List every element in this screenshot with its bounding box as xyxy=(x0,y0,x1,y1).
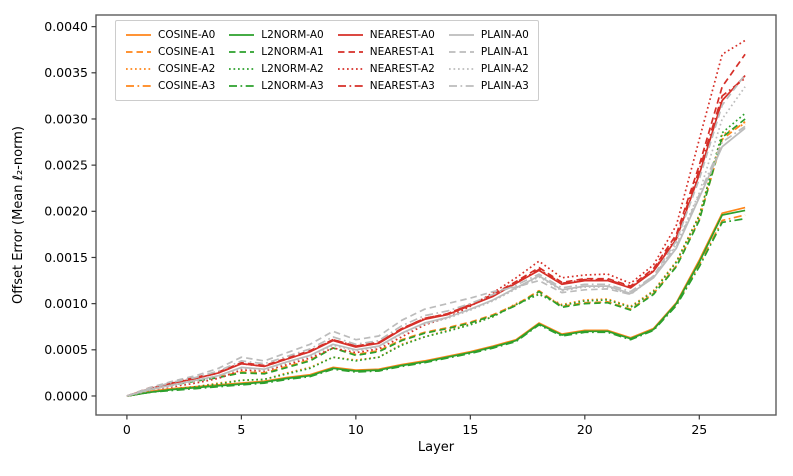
series-line-l2norm-a3 xyxy=(126,217,746,397)
series-line-plain-a3 xyxy=(126,125,746,397)
legend-label: PLAIN-A1 xyxy=(480,46,529,58)
y-tick-label: 0.0000 xyxy=(44,388,88,403)
x-tick-label: 15 xyxy=(462,422,478,437)
plot-frame xyxy=(95,14,777,416)
x-axis-label: Layer xyxy=(417,440,455,455)
legend-column: PLAIN-A0 PLAIN-A1 PLAIN-A2 PLAIN-A3 xyxy=(448,27,529,94)
legend-line-sample xyxy=(229,34,255,36)
series-line-cosine-a3 xyxy=(126,214,746,397)
series-line-cosine-a1 xyxy=(126,121,746,397)
legend-item-nearest-a1: NEAREST-A1 xyxy=(337,44,435,60)
series-line-plain-a0 xyxy=(126,127,746,397)
legend-line-sample xyxy=(126,85,151,87)
x-tick-label: 10 xyxy=(348,422,364,437)
y-axis-label: Offset Error (Mean ℓ₂-norm) xyxy=(11,126,26,304)
x-tick-label: 20 xyxy=(577,422,593,437)
legend-label: COSINE-A0 xyxy=(158,29,216,41)
y-tick-label: 0.0005 xyxy=(44,342,88,357)
legend-column: NEAREST-A0 NEAREST-A1 NEAREST-A2 NEAREST-A3 xyxy=(337,27,435,94)
legend-item-cosine-a3: COSINE-A3 xyxy=(125,78,215,94)
legend-label: NEAREST-A3 xyxy=(369,80,435,92)
legend-label: NEAREST-A1 xyxy=(369,46,435,58)
legend-line-sample xyxy=(448,68,474,70)
series-line-plain-a2 xyxy=(126,86,746,397)
series-line-nearest-a1 xyxy=(126,53,746,397)
legend-item-nearest-a3: NEAREST-A3 xyxy=(337,78,435,94)
legend-column: COSINE-A0 COSINE-A1 COSINE-A2 COSINE-A3 xyxy=(125,27,215,94)
legend-line-sample xyxy=(126,68,151,70)
legend-item-plain-a3: PLAIN-A3 xyxy=(448,78,529,94)
legend-item-l2norm-a3: L2NORM-A3 xyxy=(228,78,324,94)
y-tick-label: 0.0035 xyxy=(44,65,88,80)
legend-line-sample xyxy=(448,34,474,36)
series-line-l2norm-a1 xyxy=(126,118,746,397)
series-line-l2norm-a0 xyxy=(126,209,746,397)
legend-label: L2NORM-A3 xyxy=(261,80,324,92)
series-line-nearest-a3 xyxy=(126,77,746,397)
legend-label: COSINE-A1 xyxy=(158,46,216,58)
legend-label: L2NORM-A0 xyxy=(261,29,324,41)
legend-label: PLAIN-A3 xyxy=(480,80,529,92)
series-line-plain-a1 xyxy=(126,74,746,397)
legend-line-sample xyxy=(337,51,363,53)
legend-item-plain-a2: PLAIN-A2 xyxy=(448,61,529,77)
legend-line-sample xyxy=(337,85,363,87)
legend-item-l2norm-a1: L2NORM-A1 xyxy=(228,44,324,60)
legend-line-sample xyxy=(126,51,151,53)
legend-label: PLAIN-A0 xyxy=(480,29,529,41)
legend-item-l2norm-a0: L2NORM-A0 xyxy=(228,27,324,43)
legend-label: NEAREST-A2 xyxy=(369,63,435,75)
legend-label: NEAREST-A0 xyxy=(369,29,435,41)
series-line-nearest-a0 xyxy=(126,75,746,397)
legend-column: L2NORM-A0 L2NORM-A1 L2NORM-A2 L2NORM-A3 xyxy=(228,27,324,94)
legend-label: COSINE-A2 xyxy=(158,63,216,75)
legend-label: PLAIN-A2 xyxy=(480,63,529,75)
series-line-l2norm-a2 xyxy=(126,112,746,397)
legend-line-sample xyxy=(229,68,255,70)
legend-line-sample xyxy=(229,51,255,53)
legend-item-cosine-a2: COSINE-A2 xyxy=(125,61,215,77)
y-tick-label: 0.0015 xyxy=(44,250,88,265)
legend-label: L2NORM-A1 xyxy=(261,46,324,58)
legend: COSINE-A0 COSINE-A1 COSINE-A2 COSINE-A3 L2NO… xyxy=(115,20,539,101)
y-tick-label: 0.0010 xyxy=(44,296,88,311)
legend-item-cosine-a0: COSINE-A0 xyxy=(125,27,215,43)
y-tick-label: 0.0030 xyxy=(44,111,88,126)
legend-item-l2norm-a2: L2NORM-A2 xyxy=(228,61,324,77)
legend-item-nearest-a2: NEAREST-A2 xyxy=(337,61,435,77)
legend-line-sample xyxy=(448,51,474,53)
x-tick-label: 5 xyxy=(237,422,245,437)
legend-label: L2NORM-A2 xyxy=(261,63,324,75)
legend-label: COSINE-A3 xyxy=(158,80,216,92)
legend-item-plain-a1: PLAIN-A1 xyxy=(448,44,529,60)
y-tick-label: 0.0020 xyxy=(44,204,88,219)
legend-item-nearest-a0: NEAREST-A0 xyxy=(337,27,435,43)
x-tick-label: 25 xyxy=(691,422,707,437)
legend-item-cosine-a1: COSINE-A1 xyxy=(125,44,215,60)
legend-line-sample xyxy=(126,34,151,36)
legend-line-sample xyxy=(448,85,474,87)
series-line-cosine-a2 xyxy=(126,122,746,397)
x-tick-label: 0 xyxy=(123,422,131,437)
y-tick-label: 0.0040 xyxy=(44,19,88,34)
y-tick-label: 0.0025 xyxy=(44,157,88,172)
legend-line-sample xyxy=(337,34,363,36)
legend-line-sample xyxy=(229,85,255,87)
legend-item-plain-a0: PLAIN-A0 xyxy=(448,27,529,43)
legend-line-sample xyxy=(337,68,363,70)
